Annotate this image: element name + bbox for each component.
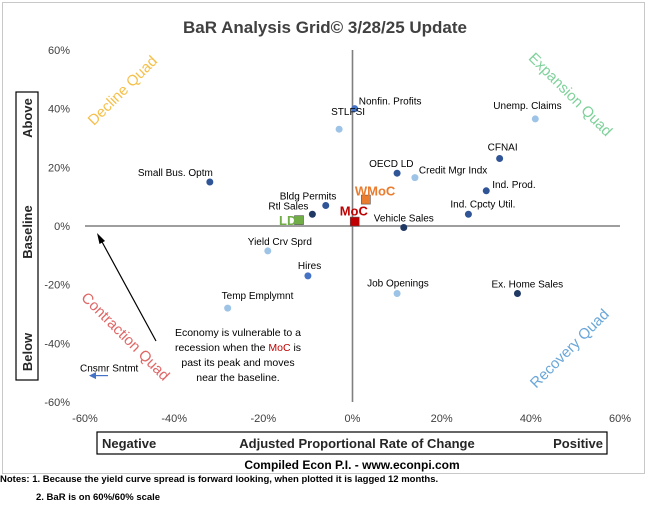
point-label-small-bus-optm: Small Bus. Optm bbox=[138, 168, 213, 179]
annotation-line-3: past its peak and moves bbox=[181, 357, 294, 369]
point-hires bbox=[304, 272, 312, 280]
point-label-ex-home-sales: Ex. Home Sales bbox=[491, 279, 563, 290]
point-label-credit-mgr-indx: Credit Mgr Indx bbox=[419, 166, 487, 177]
point-label-oecd-ld: OECD LD bbox=[369, 159, 413, 170]
y-axis-below-label: Below bbox=[20, 332, 35, 371]
x-tick-label: -40% bbox=[161, 413, 187, 425]
marker-label-moc: MoC bbox=[340, 204, 369, 219]
point-yield-crv-sprd bbox=[264, 247, 272, 255]
point-label-job-openings: Job Openings bbox=[367, 278, 429, 289]
point-label-vehicle-sales: Vehicle Sales bbox=[374, 213, 434, 224]
point-label-ind-prod: Ind. Prod. bbox=[492, 180, 535, 191]
point-label-yield-crv-sprd: Yield Crv Sprd bbox=[248, 237, 312, 248]
y-axis-title: Baseline bbox=[20, 205, 35, 258]
marker-ld bbox=[294, 215, 304, 225]
x-axis-box bbox=[96, 431, 608, 455]
offscale-label: Cnsmr Sntmt bbox=[80, 364, 139, 375]
y-tick-label: 40% bbox=[48, 104, 70, 116]
annotation-line-1: Economy is vulnerable to a bbox=[175, 327, 301, 339]
annotation-line-2: recession when the MoC is bbox=[175, 342, 301, 354]
y-axis-above-label: Above bbox=[20, 98, 35, 138]
x-tick-label: -60% bbox=[72, 413, 98, 425]
y-tick-label: -60% bbox=[44, 397, 70, 409]
point-label-stlfsi: STLFSI bbox=[331, 107, 365, 118]
point-label-nonfin-profits: Nonfin. Profits bbox=[359, 97, 422, 108]
point-ind-prod bbox=[482, 187, 490, 195]
point-job-openings bbox=[393, 289, 401, 297]
y-tick-label: -40% bbox=[44, 338, 70, 350]
chart-frame bbox=[2, 2, 645, 474]
point-label-bldg-permits: Bldg Permits bbox=[280, 191, 337, 202]
point-temp-emplymnt bbox=[224, 304, 232, 312]
annotation-arrow-line bbox=[100, 239, 157, 342]
annotation-text: recession when the bbox=[175, 342, 268, 354]
marker-moc bbox=[349, 216, 360, 227]
point-label-cfnai: CFNAI bbox=[488, 143, 518, 154]
point-label-unemp-claims: Unemp. Claims bbox=[493, 101, 561, 112]
point-label-ind-cpcty-util: Ind. Cpcty Util. bbox=[450, 199, 515, 210]
point-nonfin-profits bbox=[351, 105, 359, 113]
point-cfnai bbox=[496, 155, 504, 163]
x-tick-label: 0% bbox=[345, 413, 361, 425]
point-oecd-ld bbox=[393, 169, 401, 177]
y-tick-label: -20% bbox=[44, 280, 70, 292]
x-tick-label: 60% bbox=[609, 413, 631, 425]
point-credit-mgr-indx bbox=[411, 174, 419, 182]
y-tick-label: 20% bbox=[48, 162, 70, 174]
x-axis-title: Adjusted Proportional Rate of Change bbox=[239, 436, 474, 451]
quadrant-label-recovery-quad: Recovery Quad bbox=[527, 306, 613, 392]
point-label-temp-emplymnt: Temp Emplymnt bbox=[222, 291, 294, 302]
marker-label-wmoc: WMoC bbox=[355, 184, 396, 199]
point-rtl-sales bbox=[308, 210, 316, 218]
footer-note-1: Notes: 1. Because the yield curve spread… bbox=[0, 474, 439, 485]
annotation-line-4: near the baseline. bbox=[196, 372, 279, 384]
point-small-bus-optm bbox=[206, 178, 214, 186]
annotation-highlight: MoC bbox=[268, 342, 291, 354]
x-axis-positive-label: Positive bbox=[553, 436, 603, 451]
marker-wmoc bbox=[361, 194, 371, 205]
marker-label-ld: LD bbox=[279, 213, 296, 228]
offscale-arrow-head bbox=[89, 372, 96, 380]
point-label-rtl-sales: Rtl Sales bbox=[268, 201, 308, 212]
y-tick-label: 60% bbox=[48, 45, 70, 57]
x-tick-label: 20% bbox=[431, 413, 453, 425]
chart-credit: Compiled Econ P.I. - www.econpi.com bbox=[244, 458, 459, 472]
annotation-text: is bbox=[291, 342, 302, 354]
x-tick-label: -20% bbox=[250, 413, 276, 425]
point-stlfsi bbox=[335, 125, 343, 133]
point-label-hires: Hires bbox=[298, 261, 321, 272]
point-ex-home-sales bbox=[513, 289, 521, 297]
x-axis-negative-label: Negative bbox=[102, 436, 156, 451]
quadrant-label-decline-quad: Decline Quad bbox=[85, 53, 161, 129]
annotation-arrow-head bbox=[97, 233, 105, 244]
point-unemp-claims bbox=[531, 115, 539, 123]
point-bldg-permits bbox=[322, 201, 330, 209]
y-axis-box bbox=[15, 91, 39, 381]
footer-note-2: 2. BaR is on 60%/60% scale bbox=[36, 492, 161, 503]
x-tick-label: 40% bbox=[520, 413, 542, 425]
point-vehicle-sales bbox=[400, 223, 408, 231]
y-tick-label: 0% bbox=[54, 221, 70, 233]
quadrant-label-expansion-quad: Expansion Quad bbox=[525, 50, 615, 140]
chart-title: BaR Analysis Grid© 3/28/25 Update bbox=[183, 18, 467, 37]
point-ind-cpcty-util bbox=[464, 210, 472, 218]
